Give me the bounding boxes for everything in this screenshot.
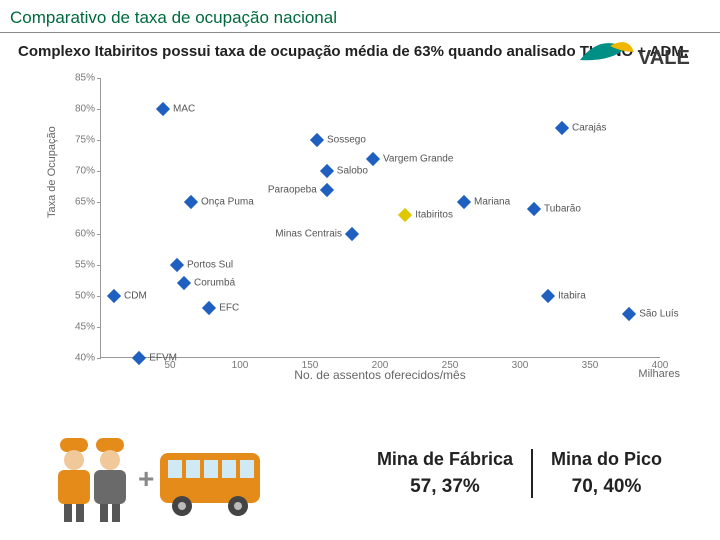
data-point-label: Itabira <box>558 290 586 301</box>
y-tick: 70% <box>40 166 95 177</box>
stat-column: Mina de Fábrica 57, 37% <box>359 449 531 498</box>
stat-value: 70, 40% <box>551 476 662 498</box>
data-point-label: EFVM <box>149 353 177 364</box>
x-tick: 250 <box>442 360 459 371</box>
x-tick: 150 <box>302 360 319 371</box>
data-point-label: Minas Centrais <box>275 228 342 239</box>
y-tick: 50% <box>40 290 95 301</box>
x-tick: 100 <box>232 360 249 371</box>
y-tick-mark <box>97 358 101 359</box>
y-tick-mark <box>97 171 101 172</box>
bus-icon <box>160 453 260 516</box>
occupancy-scatter-chart: Taxa de Ocupação No. de assentos ofereci… <box>40 68 680 398</box>
data-point-label: EFC <box>219 303 239 314</box>
data-point-label: Paraopeba <box>268 185 317 196</box>
y-tick-mark <box>97 327 101 328</box>
x-tick: 300 <box>512 360 529 371</box>
data-point-label: Tubarão <box>544 203 581 214</box>
bottom-bar: + Mina de Fábrica 57, 37% Mina do Pico <box>0 418 720 528</box>
data-point-label: Portos Sul <box>187 259 233 270</box>
plus-icon: + <box>138 463 154 494</box>
plot-area <box>100 78 660 358</box>
infographic-icons: + <box>0 418 280 528</box>
data-point-label: Vargem Grande <box>383 153 453 164</box>
x-tick: 400 <box>652 360 669 371</box>
x-tick: 350 <box>582 360 599 371</box>
data-point-label: Corumbá <box>194 278 235 289</box>
y-tick: 65% <box>40 197 95 208</box>
y-tick-mark <box>97 109 101 110</box>
y-tick-mark <box>97 265 101 266</box>
y-tick: 75% <box>40 135 95 146</box>
y-tick-mark <box>97 140 101 141</box>
data-point-label: Salobo <box>337 166 368 177</box>
worker-icon <box>58 438 90 522</box>
logo-text: VALE <box>638 47 690 69</box>
data-point-label: Sossego <box>327 135 366 146</box>
data-point-label: Onça Puma <box>201 197 254 208</box>
page-title: Comparativo de taxa de ocupação nacional <box>0 0 720 32</box>
x-tick: 200 <box>372 360 389 371</box>
data-point-label: Carajás <box>572 122 606 133</box>
y-tick: 85% <box>40 73 95 84</box>
y-tick: 45% <box>40 321 95 332</box>
data-point-label: Mariana <box>474 197 510 208</box>
data-point-label: CDM <box>124 290 147 301</box>
data-point-label: São Luís <box>639 309 678 320</box>
y-tick: 40% <box>40 353 95 364</box>
y-tick: 60% <box>40 228 95 239</box>
y-tick-mark <box>97 234 101 235</box>
worker-icon <box>94 438 126 522</box>
y-tick: 55% <box>40 259 95 270</box>
y-tick: 80% <box>40 104 95 115</box>
y-tick-mark <box>97 202 101 203</box>
stat-value: 57, 37% <box>377 476 513 498</box>
data-point-label: MAC <box>173 104 195 115</box>
data-point-label: Itabiritos <box>415 209 453 220</box>
stat-name: Mina de Fábrica <box>377 449 513 470</box>
stat-name: Mina do Pico <box>551 449 662 470</box>
stat-column: Mina do Pico 70, 40% <box>531 449 680 498</box>
y-tick-mark <box>97 78 101 79</box>
y-tick-mark <box>97 296 101 297</box>
stats-row: Mina de Fábrica 57, 37% Mina do Pico 70,… <box>280 449 720 498</box>
